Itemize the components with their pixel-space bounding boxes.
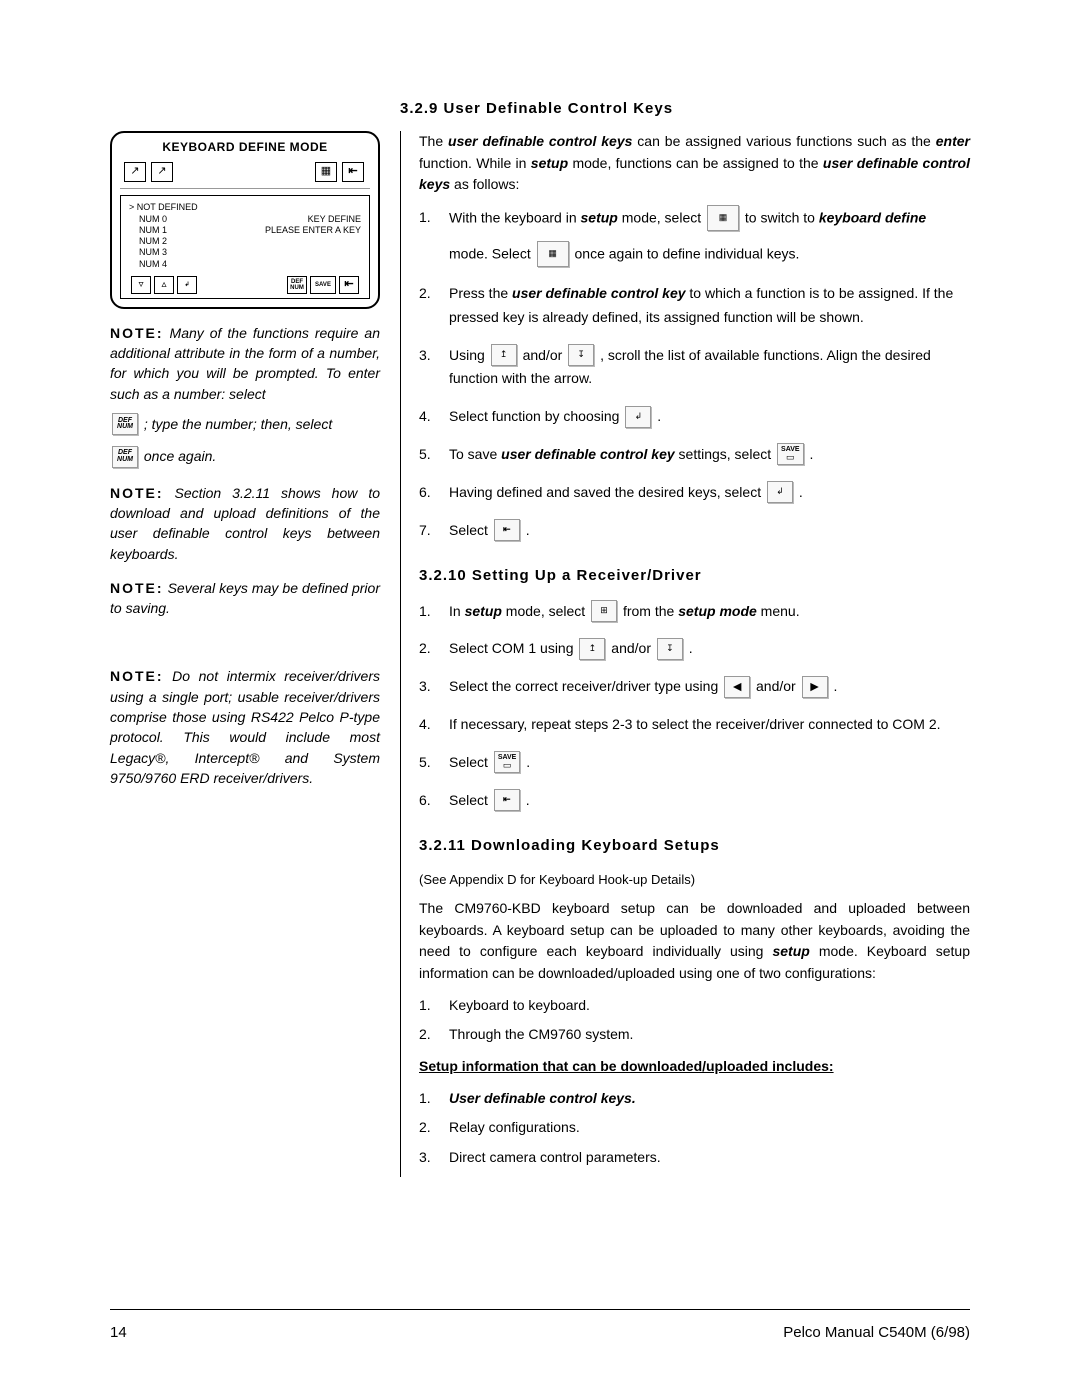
includes-list: User definable control keys. Relay confi… [419,1088,970,1169]
left-column: KEYBOARD DEFINE MODE ↗ ↗ ▦ ⇤ > NOT DEFIN… [110,131,380,1177]
down-arrow-icon: ↧ [657,638,683,660]
kb-list-box: > NOT DEFINED NUM 0KEY DEFINE NUM 1PLEAS… [120,195,370,299]
step-2: Select COM 1 using ↥ and/or ↧ . [419,637,970,661]
note-1: NOTE: Many of the functions require an a… [110,323,380,469]
grid-icon: ▦ [707,205,739,231]
note-3: NOTE: Several keys may be defined prior … [110,578,380,619]
two-column-layout: KEYBOARD DEFINE MODE ↗ ↗ ▦ ⇤ > NOT DEFIN… [110,131,970,1177]
step-1: In setup mode, select ⊞ from the setup m… [419,600,970,624]
grid-icon: ▦ [537,241,569,267]
manual-page: 3.2.9 User Definable Control Keys KEYBOA… [0,0,1080,1397]
step-3: Select the correct receiver/driver type … [419,675,970,699]
save-icon: SAVE▭ [777,443,804,465]
include-1: User definable control keys. [419,1088,970,1110]
down-arrow-icon: ↧ [568,344,594,366]
step-4: If necessary, repeat steps 2-3 to select… [419,713,970,737]
include-2: Relay configurations. [419,1117,970,1139]
step-5: To save user definable control key setti… [419,443,970,467]
config-1: Keyboard to keyboard. [419,995,970,1017]
step-2: Press the user definable control key to … [419,282,970,330]
section-3210-steps: In setup mode, select ⊞ from the setup m… [419,600,970,813]
exit-icon: ⇤ [339,276,359,294]
defnum-icon: DEFNUM [287,276,307,294]
note-4: NOTE: Do not intermix receiver/drivers u… [110,666,380,788]
enter-icon: ↲ [625,406,651,428]
right-arrow-icon: ► [802,676,828,698]
kb-panel-top-icons: ↗ ↗ ▦ ⇤ [120,160,370,189]
step-1: With the keyboard in setup mode, select … [419,206,970,268]
defnum-icon: DEFNUM [112,446,138,468]
step-6: Select ⇤ . [419,789,970,813]
exit-icon: ⇤ [342,162,364,182]
section-329-intro: The user definable control keys can be a… [419,131,970,196]
section-329-title: 3.2.9 User Definable Control Keys [400,100,970,117]
step-7: Select ⇤ . [419,519,970,543]
config-list: Keyboard to keyboard. Through the CM9760… [419,995,970,1046]
receiver-icon: ⊞ [591,600,617,622]
up-icon: △ [154,276,174,294]
page-footer: 14 Pelco Manual C540M (6/98) [110,1309,970,1341]
enter-icon: ↲ [177,276,197,294]
arrow-key-icon: ↗ [151,162,173,182]
includes-heading: Setup information that can be downloaded… [419,1056,970,1078]
down-icon: ▽ [131,276,151,294]
grid-icon: ▦ [315,162,337,182]
left-arrow-icon: ◄ [724,676,750,698]
arrow-key-icon: ↗ [124,162,146,182]
config-2: Through the CM9760 system. [419,1024,970,1046]
exit-icon: ⇤ [494,789,520,811]
section-3210-title: 3.2.10 Setting Up a Receiver/Driver [419,564,970,587]
manual-ref: Pelco Manual C540M (6/98) [783,1324,970,1341]
keyboard-define-mode-panel: KEYBOARD DEFINE MODE ↗ ↗ ▦ ⇤ > NOT DEFIN… [110,131,380,309]
up-arrow-icon: ↥ [491,344,517,366]
include-3: Direct camera control parameters. [419,1147,970,1169]
exit-icon: ⇤ [494,519,520,541]
section-3211-para: The CM9760-KBD keyboard setup can be dow… [419,898,970,985]
up-arrow-icon: ↥ [579,638,605,660]
save-icon: SAVE▭ [494,751,521,773]
right-column: The user definable control keys can be a… [400,131,970,1177]
page-number: 14 [110,1324,127,1341]
defnum-icon: DEFNUM [112,413,138,435]
save-icon: SAVE [310,276,336,294]
step-4: Select function by choosing ↲ . [419,405,970,429]
section-3211-title: 3.2.11 Downloading Keyboard Setups [419,834,970,857]
step-3: Using ↥ and/or ↧ , scroll the list of av… [419,344,970,392]
section-329-steps: With the keyboard in setup mode, select … [419,206,970,542]
section-3211-subtitle: (See Appendix D for Keyboard Hook-up Det… [419,870,970,890]
enter-icon: ↲ [767,481,793,503]
note-2: NOTE: Section 3.2.11 shows how to downlo… [110,483,380,564]
step-6: Having defined and saved the desired key… [419,481,970,505]
step-5: Select SAVE▭ . [419,751,970,775]
kb-panel-title: KEYBOARD DEFINE MODE [120,139,370,156]
